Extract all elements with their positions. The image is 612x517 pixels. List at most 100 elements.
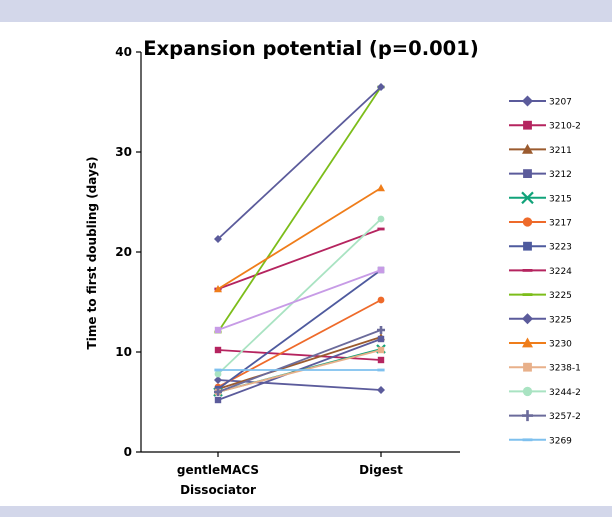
series-line (217, 86, 382, 240)
legend-swatch-marker (522, 438, 533, 442)
x-tick-label: Digest (359, 463, 403, 477)
legend-item: 3224 (509, 267, 572, 277)
legend-swatch-marker (521, 191, 534, 205)
legend-label: 3230 (549, 340, 572, 350)
y-ticks: 0 10 20 30 40 (115, 45, 141, 459)
data-point (214, 326, 222, 334)
legend-label: 3210-2 (549, 122, 581, 132)
data-point (214, 396, 222, 404)
legend-item: 3215 (509, 191, 572, 205)
data-point (214, 346, 222, 354)
data-point (377, 386, 385, 394)
legend-label: 3224 (549, 267, 572, 277)
legend-label: 3217 (549, 219, 572, 229)
y-tick-label: 0 (124, 445, 132, 459)
legend-item: 3210-2 (509, 120, 581, 132)
series-line (217, 187, 382, 290)
legend-item: 3244-2 (509, 386, 581, 398)
legend-swatch-marker (522, 217, 533, 227)
legend-item: 3212 (509, 169, 572, 180)
series-3269 (214, 368, 385, 372)
data-point (377, 368, 385, 372)
legend-label: 3211 (549, 146, 572, 156)
data-point (377, 356, 385, 364)
data-point (214, 368, 222, 372)
series-line (217, 218, 382, 375)
data-point (377, 335, 385, 343)
data-point (377, 326, 385, 334)
series-3210-2 (214, 346, 385, 364)
data-point (214, 285, 222, 293)
legend-item: 3225 (509, 313, 572, 325)
series-3225 (214, 83, 385, 243)
legend-label: 3225 (549, 315, 572, 325)
data-point (214, 370, 222, 378)
legend-label: 3244-2 (549, 388, 581, 398)
chart-title: Expansion potential (p=0.001) (143, 37, 478, 60)
data-point (377, 266, 385, 274)
legend-item: 3238-1 (509, 362, 581, 374)
series-line (217, 299, 382, 388)
x-tick-label: gentleMACS Dissociator (177, 463, 259, 497)
data-point (377, 346, 385, 354)
legend-swatch-marker (522, 337, 533, 348)
legend: 3207 3210-2 3211 3212 3215 3217 3223 3224 3225 32… (509, 95, 581, 446)
series-3244-2 (214, 215, 385, 378)
bottom-band (0, 506, 612, 517)
legend-item: 3257-2 (509, 410, 581, 422)
legend-swatch-marker (522, 293, 533, 296)
data-point (377, 83, 385, 91)
legend-item: 3230 (509, 337, 572, 350)
legend-swatch-marker (523, 241, 532, 251)
series-3257-2 (214, 326, 385, 396)
legend-label: 3223 (549, 243, 572, 253)
legend-label: 3207 (549, 98, 572, 108)
legend-item: 3211 (509, 143, 572, 156)
data-point (214, 235, 222, 243)
y-tick-label: 30 (115, 145, 132, 159)
series-line (217, 349, 382, 361)
legend-item: 3223 (509, 241, 572, 253)
y-tick-label: 40 (115, 45, 132, 59)
series-line (217, 329, 382, 393)
data-point (377, 296, 385, 304)
y-tick-label: 10 (115, 345, 132, 359)
series-line (217, 269, 382, 331)
series-line (217, 336, 382, 390)
legend-label: 3212 (549, 170, 572, 180)
series-line (217, 349, 382, 393)
legend-swatch-marker (523, 120, 532, 130)
legend-swatch-marker (522, 143, 533, 154)
series-line (217, 228, 382, 290)
legend-item: 3207 (509, 95, 572, 108)
y-tick-label: 20 (115, 245, 132, 259)
legend-item: 3217 (509, 217, 572, 229)
data-point (377, 227, 385, 231)
data-point (377, 215, 385, 223)
series-line (217, 86, 382, 333)
legend-item: 3225 (509, 291, 572, 301)
x-ticks: gentleMACS Dissociator Digest (177, 452, 403, 497)
legend-label: 3257-2 (549, 412, 581, 422)
series-3230 (214, 184, 385, 293)
top-band (0, 0, 612, 22)
series-3223 (214, 266, 385, 393)
data-point (377, 184, 385, 192)
series-lines (213, 83, 386, 404)
legend-label: 3238-1 (549, 364, 581, 374)
legend-swatch-marker (522, 410, 533, 422)
series-unnamed-15 (214, 266, 385, 334)
legend-label: 3225 (549, 291, 572, 301)
legend-swatch-marker (522, 95, 533, 107)
legend-label: 3215 (549, 194, 572, 204)
data-point (214, 388, 222, 396)
legend-swatch-marker (522, 269, 533, 272)
legend-swatch-marker (523, 362, 532, 372)
legend-swatch-marker (522, 386, 533, 397)
legend-swatch-marker (523, 169, 532, 178)
series-3224 (214, 227, 385, 291)
data-point (214, 376, 222, 384)
legend-item: 3269 (509, 436, 572, 446)
